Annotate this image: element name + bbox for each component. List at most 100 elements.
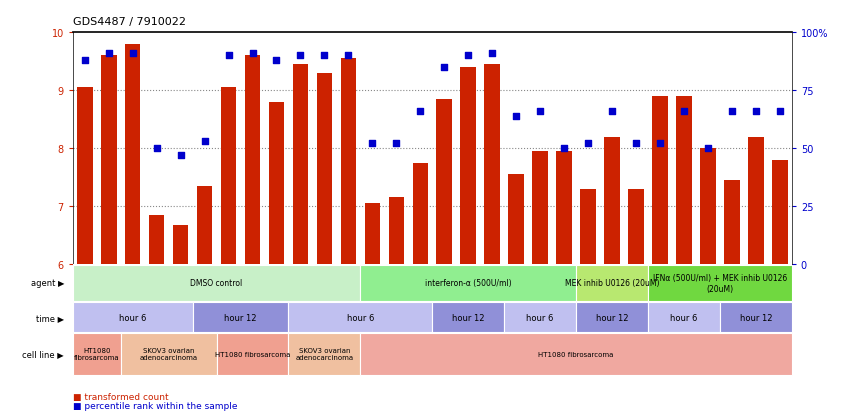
Point [701, 145, 715, 152]
Bar [504, 303, 576, 332]
Text: HT1080
fibrosarcoma: HT1080 fibrosarcoma [74, 348, 120, 361]
Bar [604, 137, 620, 264]
Text: MEK inhib U0126 (20uM): MEK inhib U0126 (20uM) [565, 279, 659, 288]
Bar [73, 265, 360, 301]
Bar [576, 303, 648, 332]
Bar [149, 215, 164, 264]
Bar [197, 186, 212, 264]
Point [485, 50, 499, 57]
Point [222, 53, 235, 59]
Point [437, 64, 451, 71]
Bar [556, 152, 572, 264]
Bar [341, 59, 356, 264]
Text: ■ transformed count: ■ transformed count [73, 392, 169, 401]
Text: SKOV3 ovarian
adenocarcinoma: SKOV3 ovarian adenocarcinoma [140, 348, 198, 361]
Text: cell line ▶: cell line ▶ [22, 350, 64, 358]
Bar [580, 189, 596, 264]
Text: GDS4487 / 7910022: GDS4487 / 7910022 [73, 17, 186, 27]
Text: hour 12: hour 12 [452, 313, 484, 322]
Bar [73, 303, 193, 332]
Bar [288, 303, 432, 332]
Point [198, 138, 211, 145]
Bar [101, 56, 116, 264]
Text: time ▶: time ▶ [36, 313, 64, 322]
Text: HT1080 fibrosarcoma: HT1080 fibrosarcoma [215, 351, 290, 357]
Text: DMSO control: DMSO control [190, 279, 243, 288]
Bar [648, 265, 792, 301]
Point [605, 109, 619, 115]
Bar [193, 303, 288, 332]
Point [653, 141, 667, 147]
Text: agent ▶: agent ▶ [31, 279, 64, 288]
Point [461, 53, 475, 59]
Bar [317, 74, 332, 264]
Bar [269, 102, 284, 264]
Text: HT1080 fibrosarcoma: HT1080 fibrosarcoma [538, 351, 614, 357]
Bar [748, 137, 764, 264]
Bar [437, 100, 452, 264]
Bar [389, 198, 404, 264]
Point [246, 50, 259, 57]
Point [318, 53, 331, 59]
Bar [125, 45, 140, 264]
Bar [652, 97, 668, 264]
Bar [432, 303, 504, 332]
Bar [484, 65, 500, 264]
Text: SKOV3 ovarian
adenocarcinoma: SKOV3 ovarian adenocarcinoma [295, 348, 354, 361]
Bar [628, 189, 644, 264]
Bar [724, 180, 740, 264]
Bar [676, 97, 692, 264]
Bar [77, 88, 92, 264]
Point [773, 109, 787, 115]
Point [725, 109, 739, 115]
Point [509, 113, 523, 120]
Point [581, 141, 595, 147]
Point [389, 141, 403, 147]
Point [533, 109, 547, 115]
Point [174, 152, 187, 159]
Point [342, 53, 355, 59]
Bar [173, 225, 188, 264]
Bar [413, 163, 428, 264]
Point [677, 109, 691, 115]
Point [413, 109, 427, 115]
Bar [221, 88, 236, 264]
Text: hour 12: hour 12 [740, 313, 772, 322]
Bar [772, 160, 788, 264]
Bar [648, 303, 720, 332]
Bar [73, 333, 121, 375]
Bar [508, 175, 524, 264]
Point [366, 141, 379, 147]
Text: hour 6: hour 6 [347, 313, 374, 322]
Point [126, 50, 140, 57]
Text: hour 12: hour 12 [224, 313, 257, 322]
Bar [288, 333, 360, 375]
Point [294, 53, 307, 59]
Bar [121, 333, 217, 375]
Bar [217, 333, 288, 375]
Point [749, 109, 763, 115]
Text: hour 12: hour 12 [596, 313, 628, 322]
Bar [720, 303, 792, 332]
Bar [360, 265, 576, 301]
Bar [461, 68, 476, 264]
Text: ■ percentile rank within the sample: ■ percentile rank within the sample [73, 401, 237, 410]
Point [150, 145, 163, 152]
Bar [245, 56, 260, 264]
Point [557, 145, 571, 152]
Text: hour 6: hour 6 [670, 313, 698, 322]
Bar [293, 65, 308, 264]
Bar [365, 204, 380, 264]
Bar [576, 265, 648, 301]
Text: hour 6: hour 6 [119, 313, 146, 322]
Point [102, 50, 116, 57]
Bar [360, 333, 792, 375]
Point [629, 141, 643, 147]
Text: hour 6: hour 6 [526, 313, 554, 322]
Point [270, 57, 283, 64]
Text: interferon-α (500U/ml): interferon-α (500U/ml) [425, 279, 512, 288]
Bar [532, 152, 548, 264]
Point [78, 57, 92, 64]
Text: IFNα (500U/ml) + MEK inhib U0126
(20uM): IFNα (500U/ml) + MEK inhib U0126 (20uM) [653, 273, 787, 293]
Bar [700, 149, 716, 264]
